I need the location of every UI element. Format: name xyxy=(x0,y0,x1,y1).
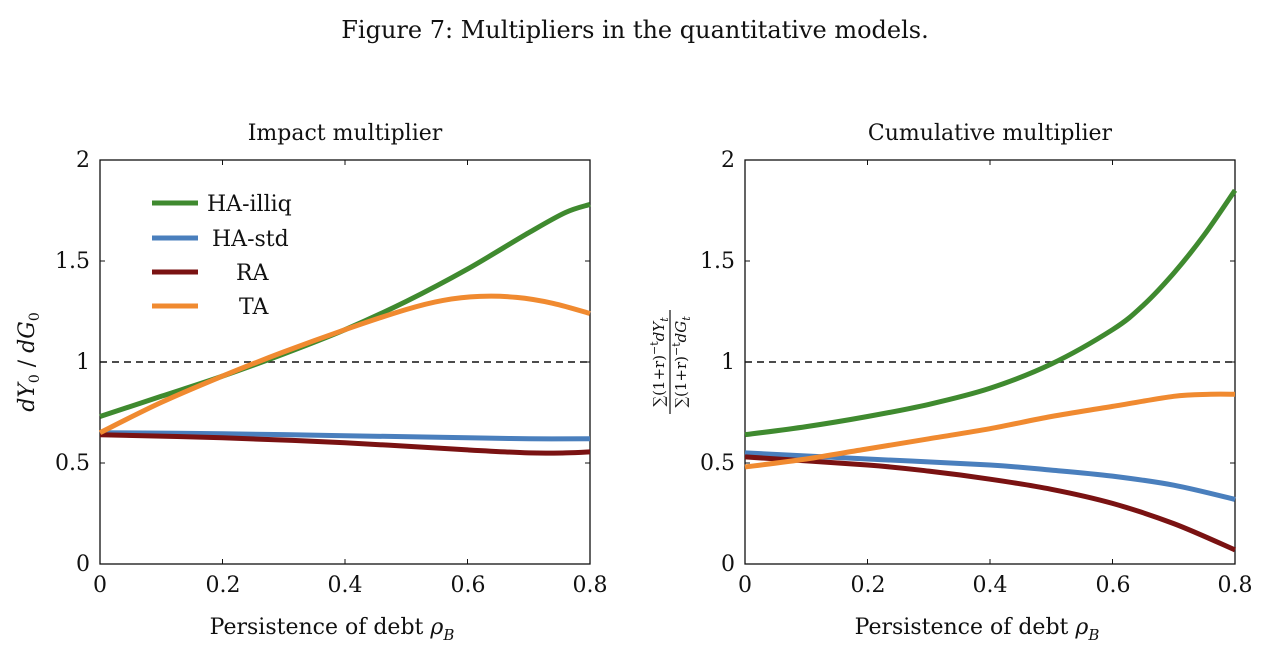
legend: HA-illiq HA-std RA TA xyxy=(152,192,292,320)
legend-label-ha-illiq: HA-illiq xyxy=(207,192,292,217)
svg-text:∑(1+r)−tdGt: ∑(1+r)−tdGt xyxy=(670,316,693,408)
x-tick-label: 0.4 xyxy=(973,573,1008,598)
y-ticks: 0 0.5 1 1.5 2 xyxy=(700,148,735,577)
series-line-ha-std xyxy=(99,430,591,442)
x-axis-label: Persistence of debt ρB xyxy=(855,615,1100,644)
cumulative-multiplier-panel: Cumulative multiplier 0 0.5 1 1.5 2 0 0.… xyxy=(648,121,1253,644)
panel-title: Cumulative multiplier xyxy=(868,121,1113,146)
y-tick-label: 0.5 xyxy=(55,451,90,476)
series-line-ha-std xyxy=(744,450,1236,502)
y-tick-label: 1.5 xyxy=(55,249,90,274)
y-tick-label: 2 xyxy=(76,148,90,173)
x-tick-label: 0.2 xyxy=(206,573,241,598)
panel-title: Impact multiplier xyxy=(248,121,443,146)
x-tick-label: 0.8 xyxy=(573,573,608,598)
y-tick-label: 1.5 xyxy=(700,249,735,274)
svg-text:∑(1+r)−tdYt: ∑(1+r)−tdYt xyxy=(648,317,671,407)
x-tick-label: 0 xyxy=(93,573,107,598)
y-tick-label: 0.5 xyxy=(700,451,735,476)
series-line-ra xyxy=(744,454,1236,553)
x-ticks: 0 0.2 0.4 0.6 0.8 xyxy=(738,573,1253,598)
y-ticks: 0 0.5 1 1.5 2 xyxy=(55,148,90,577)
x-tick-label: 0.6 xyxy=(451,573,486,598)
x-axis-label: Persistence of debt ρB xyxy=(210,615,455,644)
x-tick-label: 0.8 xyxy=(1218,573,1253,598)
impact-multiplier-panel: Impact multiplier 0 0.5 1 1.5 2 0 0.2 0.… xyxy=(15,121,608,644)
series-line-ta xyxy=(744,391,1236,470)
series-line-ta xyxy=(98,293,591,435)
x-tick-label: 0.4 xyxy=(328,573,363,598)
x-tick-label: 0.2 xyxy=(851,573,886,598)
figure-caption: Figure 7: Multipliers in the quantitativ… xyxy=(341,16,929,44)
series-line-ra xyxy=(99,432,591,456)
y-axis-label: ∑(1+r)−tdYt ∑(1+r)−tdGt xyxy=(648,310,693,414)
series-line-ha-illiq xyxy=(744,188,1238,438)
x-tick-label: 0.6 xyxy=(1096,573,1131,598)
y-axis-label: dY0 / dG0 xyxy=(15,312,43,412)
y-tick-label: 0 xyxy=(721,552,735,577)
y-tick-label: 0 xyxy=(76,552,90,577)
y-tick-label: 1 xyxy=(76,350,90,375)
legend-label-ra: RA xyxy=(236,261,270,286)
legend-label-ta: TA xyxy=(239,295,269,320)
legend-label-ha-std: HA-std xyxy=(212,227,289,252)
y-tick-label: 1 xyxy=(721,350,735,375)
x-ticks: 0 0.2 0.4 0.6 0.8 xyxy=(93,573,608,598)
y-tick-label: 2 xyxy=(721,148,735,173)
x-tick-label: 0 xyxy=(738,573,752,598)
